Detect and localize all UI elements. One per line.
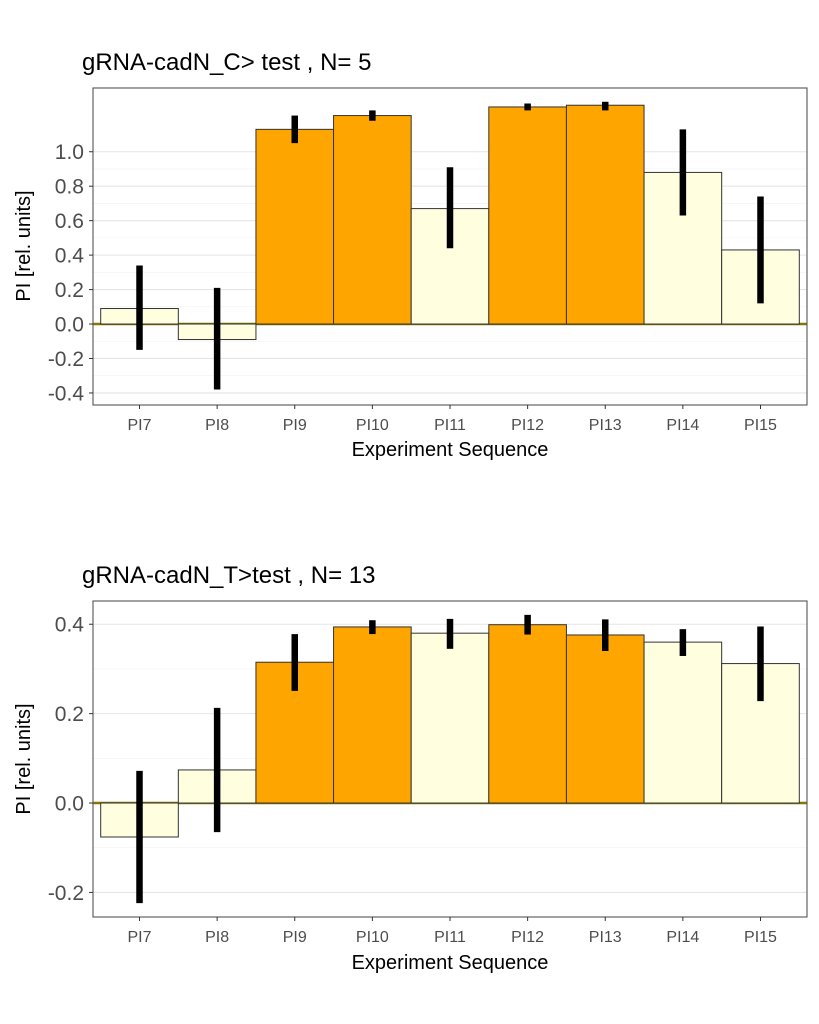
bar-pi13 <box>565 104 645 325</box>
bar-pi12 <box>488 106 567 325</box>
x-tick-label: PI15 <box>744 417 777 434</box>
x-tick-label: PI11 <box>434 417 466 434</box>
y-axis-label: PI [rel. units] <box>13 703 35 814</box>
y-tick-label: 0.4 <box>55 245 85 268</box>
chart-top-panel: gRNA-cadN_C> test , N= 5 Experiment Sequ… <box>13 49 808 461</box>
x-axis-label: Experiment Sequence <box>352 439 549 461</box>
x-tick-label: PI11 <box>434 929 466 946</box>
y-axis-label: PI [rel. units] <box>13 190 35 301</box>
x-tick-label: PI7 <box>128 417 152 434</box>
x-tick-label: PI8 <box>205 417 229 434</box>
x-tick-label: PI13 <box>589 417 622 434</box>
x-tick-label: PI13 <box>589 929 622 946</box>
y-tick-label: 1.0 <box>55 141 84 164</box>
bar-pi13 <box>565 634 645 804</box>
x-tick-label: PI14 <box>666 929 699 946</box>
plot-area: -0.2 0.0 0.2 0.4 PI7 PI8 PI9 PI10 PI11 PI12 PI13 PI… <box>48 600 808 946</box>
chart-title: gRNA-cadN_T>test , N= 13 <box>82 562 375 589</box>
x-tick-label: PI12 <box>511 417 544 434</box>
y-tick-label: 0.0 <box>55 793 84 816</box>
y-tick-label: -0.2 <box>48 348 84 371</box>
x-axis-label: Experiment Sequence <box>352 952 549 974</box>
bar-pi9 <box>255 128 335 325</box>
y-tick-label: 0.0 <box>55 314 84 337</box>
bar-pi14 <box>643 641 723 804</box>
x-tick-label: PI14 <box>666 417 699 434</box>
bar-pi10 <box>333 115 412 325</box>
y-tick-label: 0.4 <box>55 614 85 637</box>
y-tick-label: -0.4 <box>48 382 85 405</box>
plot-area: -0.4 -0.2 0.0 0.2 0.4 0.6 0.8 1.0 PI7 PI8 PI9 PI10 P… <box>48 87 808 434</box>
x-tick-label: PI15 <box>744 929 777 946</box>
y-tick-label: -0.2 <box>48 882 84 905</box>
y-tick-label: 0.8 <box>55 176 84 199</box>
chart-title: gRNA-cadN_C> test , N= 5 <box>82 49 371 76</box>
y-tick-label: 0.6 <box>55 210 84 233</box>
bar-pi10 <box>333 626 412 804</box>
y-tick-label: 0.2 <box>55 703 84 726</box>
chart-bottom-panel: gRNA-cadN_T>test , N= 13 Experiment Sequ… <box>13 562 808 974</box>
x-tick-label: PI10 <box>356 929 389 946</box>
bar-pi12 <box>488 624 567 804</box>
x-tick-label: PI8 <box>205 929 229 946</box>
y-tick-label: 0.2 <box>55 279 84 302</box>
x-tick-label: PI7 <box>128 929 152 946</box>
x-tick-label: PI12 <box>511 929 544 946</box>
x-tick-label: PI10 <box>356 417 389 434</box>
x-tick-label: PI9 <box>283 417 307 434</box>
bar-pi11 <box>410 632 490 804</box>
x-tick-label: PI9 <box>283 929 307 946</box>
